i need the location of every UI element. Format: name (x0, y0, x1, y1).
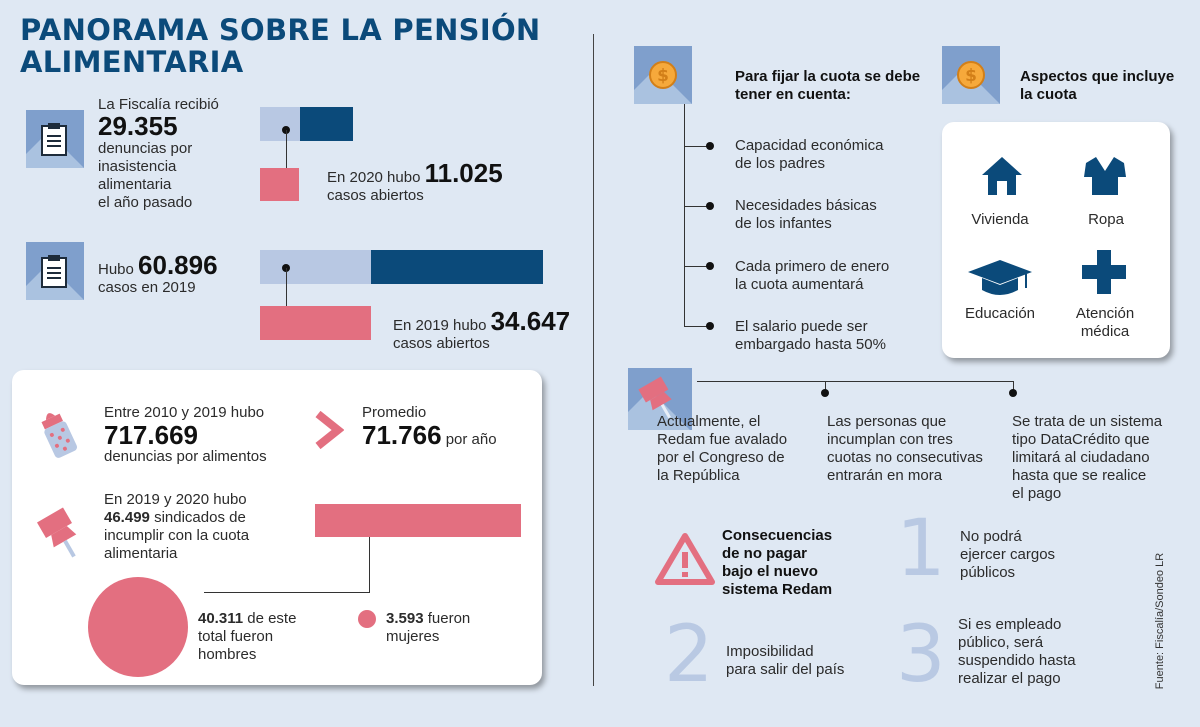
indicted-2019-2020: En 2019 y 2020 hubo 46.499 sindicados de… (104, 491, 250, 562)
bar-2020-total-dark (300, 107, 353, 141)
page-title: PANORAMA SOBRE LA PENSIÓN ALIMENTARIA (20, 13, 541, 79)
medical-cross-icon (1082, 250, 1126, 294)
clothing-label: Ropa (1088, 211, 1124, 228)
indicted-bar (315, 504, 521, 537)
graduation-cap-icon (968, 260, 1032, 295)
criteria-item: El salario puede ser embargado hasta 50% (735, 318, 886, 353)
consequence-number: 3 (896, 610, 946, 700)
bar-2019-open (260, 306, 371, 340)
criteria-item: Capacidad económica de los padres (735, 137, 884, 172)
bullet-dot (706, 202, 714, 210)
shirt-icon (1084, 157, 1126, 195)
svg-text:$: $ (965, 66, 977, 86)
fix-quota-heading: Para fijar la cuota se debe tener en cue… (735, 68, 921, 103)
warning-icon (655, 533, 715, 585)
bullet-dot (821, 389, 829, 397)
svg-text:$: $ (657, 66, 669, 86)
bar-2020-open (260, 168, 299, 201)
redam-line (697, 381, 1014, 382)
men-circle (88, 577, 188, 677)
consequence-number: 2 (664, 610, 714, 700)
complaints-2010-2019: Entre 2010 y 2019 hubo 717.669 denuncias… (104, 404, 267, 465)
baby-bottle-icon (41, 413, 78, 458)
connector-line (204, 592, 370, 593)
open-cases-2020: En 2020 hubo 11.025 casos abiertos (327, 158, 503, 204)
connector-line (286, 268, 287, 306)
pushpin-icon (628, 368, 692, 430)
women-count: 3.593 fueron mujeres (386, 610, 471, 645)
bar-2019-total-dark (371, 250, 543, 284)
chevron-right-icon (315, 410, 344, 450)
medical-label: Atención médica (1075, 305, 1135, 340)
coin-icon: $ (634, 46, 692, 104)
consequence-item: Si es empleado público, será suspendido … (958, 616, 1076, 687)
criteria-item: Necesidades básicas de los infantes (735, 197, 877, 232)
redam-col-3: Se trata de un sistema tipo DataCrédito … (1012, 413, 1163, 502)
clipboard-icon (26, 242, 84, 300)
bullet-dot (706, 322, 714, 330)
criteria-item: Cada primero de enero la cuota aumentará (735, 258, 890, 293)
housing-label: Vivienda (971, 211, 1029, 228)
connector-line (286, 130, 287, 168)
yearly-average: Promedio 71.766 por año (362, 404, 497, 450)
bullet-dot (1009, 389, 1017, 397)
coin-icon: $ (942, 46, 1000, 104)
redam-col-1: Actualmente, el Redam fue avalado por el… (657, 413, 788, 484)
education-label: Educación (964, 305, 1036, 322)
men-count: 40.311 de este total fueron hombres (198, 610, 297, 663)
consequence-item: No podrá ejercer cargos públicos (960, 528, 1056, 581)
center-divider (593, 34, 594, 686)
connector-line (369, 537, 370, 592)
consequence-item: Imposibilidad para salir del país (726, 643, 845, 678)
includes-heading: Aspectos que incluye la cuota (1020, 68, 1175, 103)
redam-col-2: Las personas que incumplan con tres cuot… (827, 413, 983, 484)
pushpin-icon (37, 507, 77, 558)
consequences-heading: Consecuencias de no pagar bajo el nuevo … (722, 527, 833, 598)
clipboard-icon (26, 110, 84, 168)
criteria-line (684, 104, 685, 326)
house-icon (982, 157, 1022, 195)
bar-2019-total-light (260, 250, 371, 284)
bullet-dot (706, 142, 714, 150)
women-circle (358, 610, 376, 628)
open-cases-2019: En 2019 hubo 34.647 casos abiertos (393, 306, 571, 352)
complaints-received: La Fiscalía recibió 29.355 denuncias por… (98, 96, 219, 211)
cases-2019: Hubo 60.896 casos en 2019 (98, 250, 218, 296)
bar-2020-total-light (260, 107, 300, 141)
consequence-number: 1 (896, 504, 946, 594)
includes-panel (942, 122, 1170, 358)
bullet-dot (706, 262, 714, 270)
source-note: Fuente: Fiscalía/Sondeo LR (1154, 552, 1166, 690)
